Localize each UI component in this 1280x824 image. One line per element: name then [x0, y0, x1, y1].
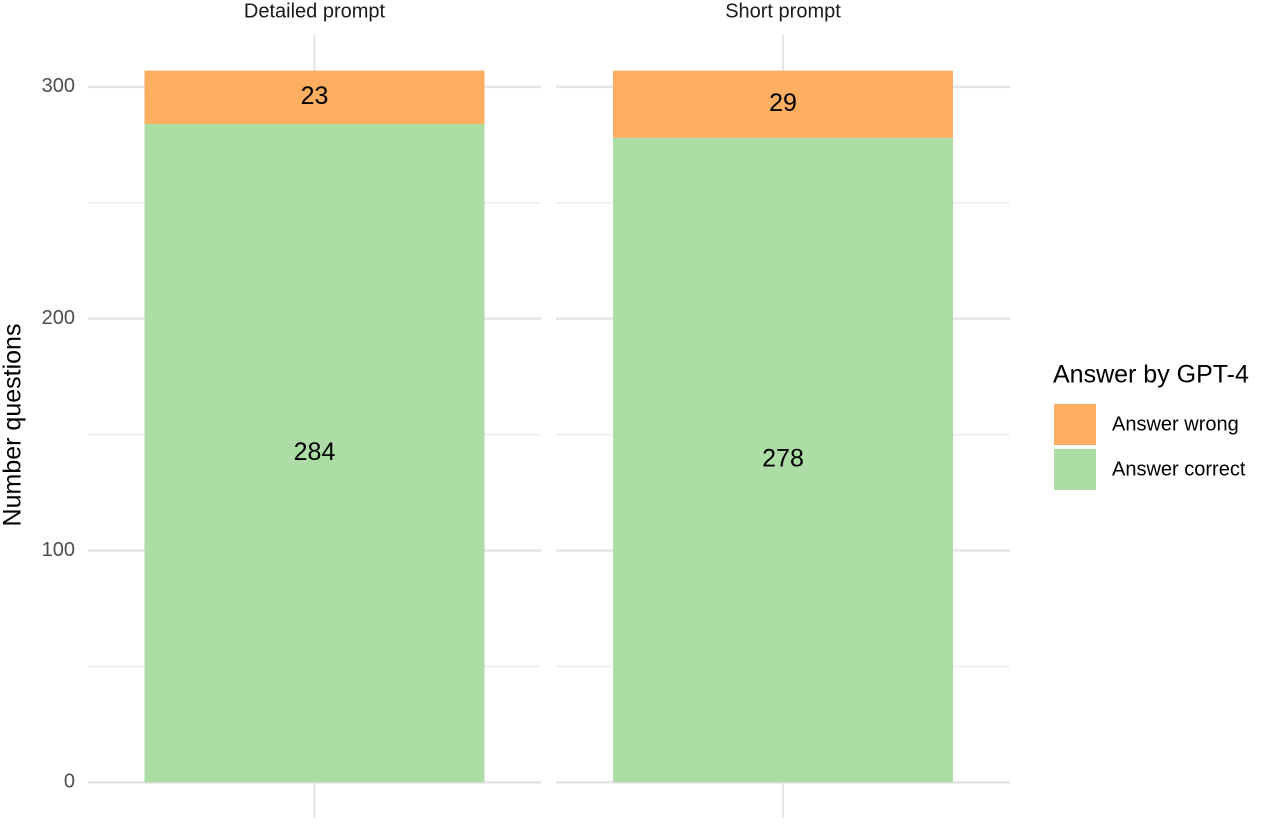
value-label: 29: [769, 89, 797, 117]
bar-segment: [613, 70, 953, 138]
y-tick-label: 200: [42, 307, 75, 329]
y-tick-label: 100: [42, 539, 75, 561]
facet-title: Short prompt: [725, 0, 841, 22]
bar-segment: [144, 123, 485, 783]
value-label: 284: [294, 438, 336, 466]
legend-key: [1054, 449, 1096, 490]
y-axis-title: Number questions: [0, 324, 27, 527]
legend-label: Answer wrong: [1112, 413, 1239, 435]
y-tick-label: 300: [42, 75, 75, 97]
bar-segment: [613, 137, 953, 783]
facet-title: Detailed prompt: [244, 0, 386, 22]
legend-label: Answer correct: [1112, 458, 1246, 480]
legend-key: [1054, 404, 1096, 445]
bar-segment: [144, 70, 485, 124]
legend-title: Answer by GPT-4: [1053, 361, 1249, 389]
value-label: 278: [762, 445, 804, 473]
y-tick-label: 0: [64, 771, 75, 793]
value-label: 23: [301, 82, 329, 110]
